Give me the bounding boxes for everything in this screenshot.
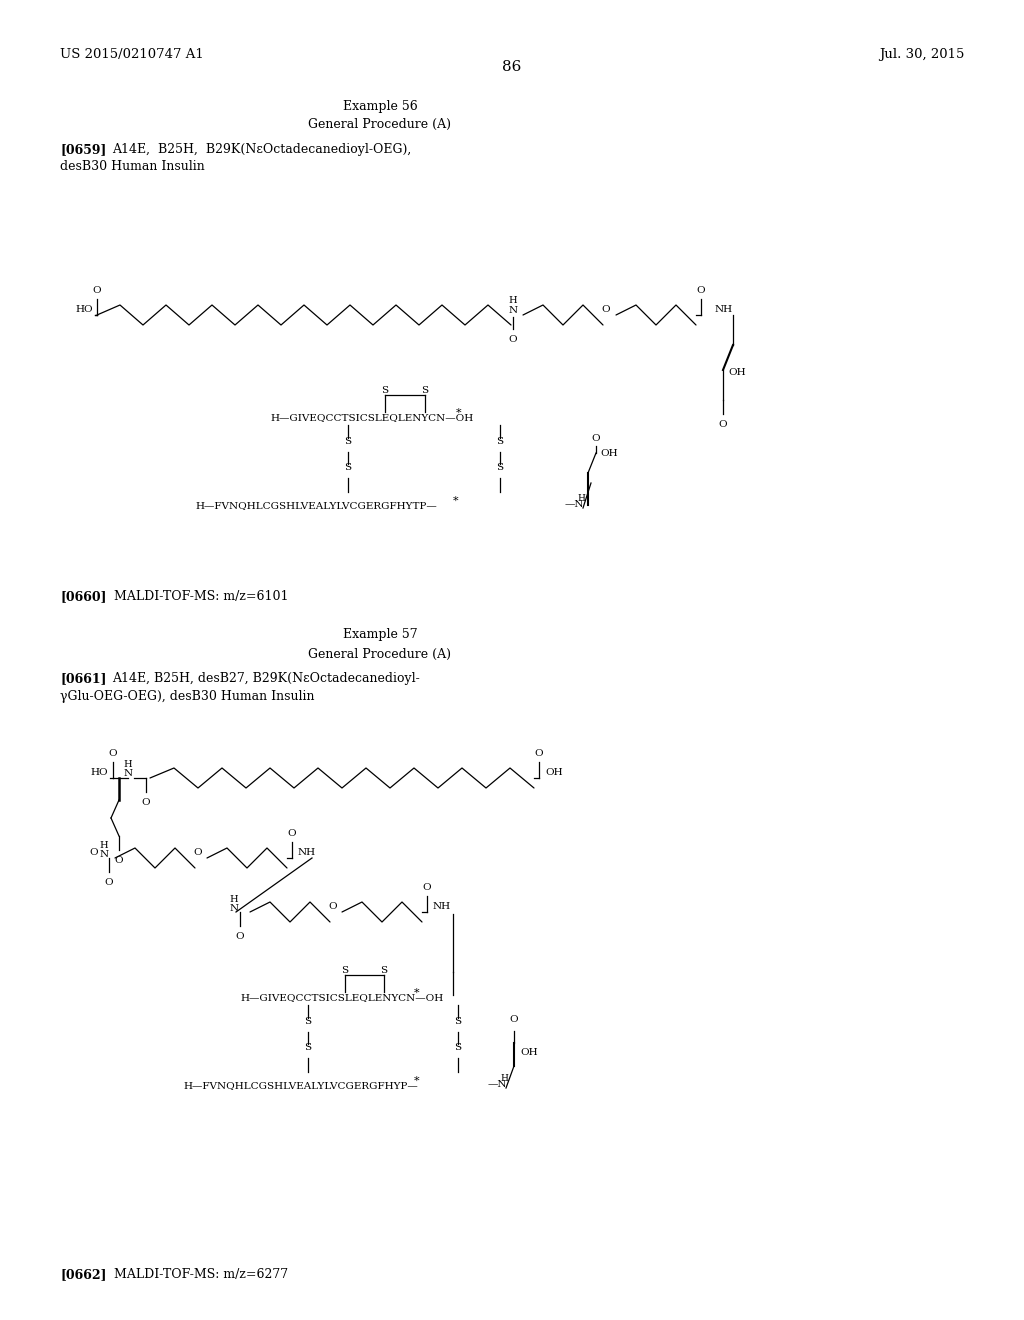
Text: O: O (104, 878, 114, 887)
Text: MALDI-TOF-MS: m/z=6101: MALDI-TOF-MS: m/z=6101 (114, 590, 289, 603)
Text: NH: NH (298, 847, 316, 857)
Text: S: S (344, 437, 351, 446)
Text: S: S (304, 1043, 311, 1052)
Text: S: S (381, 385, 388, 395)
Text: N: N (99, 850, 109, 859)
Text: O: O (602, 305, 610, 314)
Text: US 2015/0210747 A1: US 2015/0210747 A1 (60, 48, 204, 61)
Text: General Procedure (A): General Procedure (A) (308, 117, 452, 131)
Text: S: S (497, 463, 504, 473)
Text: O: O (236, 932, 245, 941)
Text: H: H (509, 296, 517, 305)
Text: H: H (500, 1074, 508, 1082)
Text: [0662]: [0662] (60, 1269, 106, 1280)
Text: O: O (592, 434, 600, 444)
Text: S: S (344, 463, 351, 473)
Text: H: H (99, 841, 109, 850)
Text: A14E,  B25H,  B29K(NεOctadecanedioyl-OEG),: A14E, B25H, B29K(NεOctadecanedioyl-OEG), (112, 143, 412, 156)
Text: O: O (89, 847, 98, 857)
Text: O: O (115, 855, 123, 865)
Text: O: O (194, 847, 203, 857)
Text: NH: NH (433, 902, 452, 911)
Text: *: * (453, 496, 459, 506)
Text: *: * (414, 987, 420, 998)
Text: S: S (422, 385, 429, 395)
Text: OH: OH (520, 1048, 538, 1057)
Text: [0660]: [0660] (60, 590, 106, 603)
Text: [0659]: [0659] (60, 143, 106, 156)
Text: O: O (423, 883, 431, 892)
Text: O: O (141, 799, 151, 807)
Text: S: S (455, 1043, 462, 1052)
Text: S: S (455, 1016, 462, 1026)
Text: H: H (577, 494, 585, 503)
Text: O: O (696, 286, 706, 294)
Text: 86: 86 (503, 59, 521, 74)
Text: H—GIVEQCCTSICSLEQLENYCN—OH: H—GIVEQCCTSICSLEQLENYCN—OH (240, 993, 443, 1002)
Text: *: * (456, 408, 462, 418)
Text: N: N (124, 770, 132, 777)
Text: [0661]: [0661] (60, 672, 106, 685)
Text: S: S (381, 966, 387, 975)
Text: H—FVNQHLCGSHLVEALYLVCGERGFHYP—: H—FVNQHLCGSHLVEALYLVCGERGFHYP— (183, 1081, 418, 1090)
Text: γGlu-OEG-OEG), desB30 Human Insulin: γGlu-OEG-OEG), desB30 Human Insulin (60, 690, 314, 704)
Text: —N: —N (565, 500, 585, 510)
Text: H: H (124, 760, 132, 770)
Text: O: O (93, 286, 101, 294)
Text: OH: OH (600, 449, 617, 458)
Text: A14E, B25H, desB27, B29K(NεOctadecanedioyl-: A14E, B25H, desB27, B29K(NεOctadecanedio… (112, 672, 420, 685)
Text: *: * (414, 1076, 420, 1086)
Text: O: O (535, 748, 544, 758)
Text: O: O (509, 335, 517, 345)
Text: MALDI-TOF-MS: m/z=6277: MALDI-TOF-MS: m/z=6277 (114, 1269, 288, 1280)
Text: O: O (510, 1015, 518, 1024)
Text: N: N (509, 306, 517, 315)
Text: —N: —N (488, 1080, 508, 1089)
Text: S: S (497, 437, 504, 446)
Text: General Procedure (A): General Procedure (A) (308, 648, 452, 661)
Text: H—FVNQHLCGSHLVEALYLVCGERGFHYTP—: H—FVNQHLCGSHLVEALYLVCGERGFHYTP— (195, 502, 437, 510)
Text: HO: HO (90, 768, 108, 777)
Text: O: O (288, 829, 296, 838)
Text: desB30 Human Insulin: desB30 Human Insulin (60, 160, 205, 173)
Text: OH: OH (545, 768, 562, 777)
Text: Example 57: Example 57 (343, 628, 418, 642)
Text: Example 56: Example 56 (343, 100, 418, 114)
Text: Jul. 30, 2015: Jul. 30, 2015 (879, 48, 964, 61)
Text: H: H (229, 895, 239, 904)
Text: N: N (229, 904, 239, 913)
Text: O: O (109, 748, 118, 758)
Text: S: S (341, 966, 348, 975)
Text: H—GIVEQCCTSICSLEQLENYCN—OH: H—GIVEQCCTSICSLEQLENYCN—OH (270, 413, 473, 422)
Text: NH: NH (715, 305, 733, 314)
Text: S: S (304, 1016, 311, 1026)
Text: HO: HO (76, 305, 93, 314)
Text: OH: OH (728, 368, 745, 378)
Text: O: O (719, 420, 727, 429)
Text: O: O (329, 902, 337, 911)
